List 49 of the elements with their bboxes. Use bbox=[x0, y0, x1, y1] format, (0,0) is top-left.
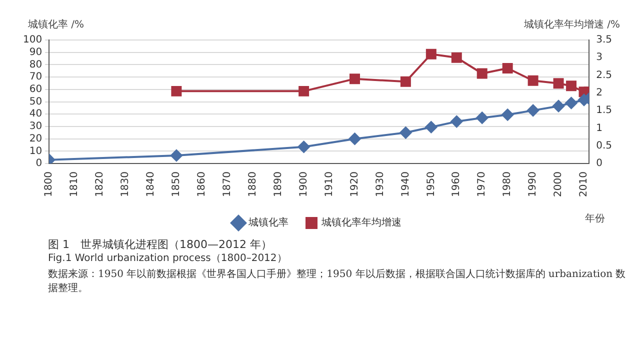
x-tick-label: 1850 bbox=[171, 172, 182, 198]
x-tick-label: 1950 bbox=[426, 172, 437, 198]
x-tick-label: 1930 bbox=[374, 172, 386, 198]
x-tick-label: 1820 bbox=[94, 172, 106, 198]
x-tick-label: 1980 bbox=[502, 172, 514, 198]
legend-label: 城镇化率年均增速 bbox=[320, 216, 402, 229]
legend-label: 城镇化率 bbox=[248, 216, 288, 229]
y-tick-label: 80 bbox=[29, 59, 42, 70]
x-tick-label: 1840 bbox=[146, 172, 157, 198]
x-axis-title: 年份 bbox=[585, 212, 605, 225]
x-tick-label: 1810 bbox=[69, 172, 80, 198]
y-tick-label: 100 bbox=[22, 34, 42, 46]
x-tick-label: 1830 bbox=[120, 172, 132, 198]
y-tick-label: 50 bbox=[29, 96, 42, 108]
x-tick-label: 1800 bbox=[44, 172, 55, 198]
y2-tick-label: 1.5 bbox=[596, 105, 612, 116]
y-tick-label: 40 bbox=[29, 108, 42, 120]
y2-tick-label: 1 bbox=[596, 122, 602, 134]
y2-tick-label: 0.5 bbox=[596, 140, 612, 152]
x-tick-label: 2000 bbox=[553, 172, 564, 198]
x-tick-label: 1860 bbox=[196, 172, 208, 198]
text: 图 1 世界城镇化进程图（1800—2012 年） bbox=[48, 238, 273, 252]
x-tick-label: 1920 bbox=[349, 172, 360, 198]
x-tick-label: 1960 bbox=[451, 172, 462, 198]
y2-axis-title: 城镇化率年均增速 /% bbox=[522, 18, 620, 31]
source-note: 数据来源：1950 年以前数据根据《世界各国人口手册》整理；1950 年以后数据，根据联合国人口统计数据库的 urbanization 数据整理。 bbox=[48, 268, 627, 296]
x-tick-label: 1870 bbox=[222, 172, 233, 198]
y-tick-label: 90 bbox=[29, 46, 42, 58]
x-tick-label: 1880 bbox=[247, 172, 258, 198]
x-tick-label: 1910 bbox=[324, 172, 335, 198]
y-axis-title: 城镇化率 /% bbox=[27, 18, 84, 31]
y2-tick-label: 2 bbox=[596, 88, 602, 99]
y2-tick-label: 3 bbox=[596, 52, 602, 64]
text: Fig.1 World urbanization process（1800–2012） bbox=[48, 252, 288, 266]
y-tick-label: 10 bbox=[29, 146, 42, 157]
x-tick-label: 1990 bbox=[528, 172, 539, 198]
y-tick-label: 20 bbox=[29, 133, 42, 144]
y-tick-label: 0 bbox=[36, 158, 42, 170]
x-tick-label: 1900 bbox=[298, 172, 310, 198]
y2-tick-label: 0 bbox=[596, 158, 602, 170]
y2-tick-label: 3.5 bbox=[596, 34, 612, 46]
y-tick-label: 30 bbox=[29, 121, 42, 132]
x-tick-label: 1940 bbox=[400, 172, 412, 198]
y-tick-label: 60 bbox=[29, 84, 42, 96]
x-tick-label: 1890 bbox=[272, 172, 284, 198]
x-tick-label: 2010 bbox=[578, 172, 590, 198]
y-tick-label: 70 bbox=[29, 72, 42, 83]
y2-tick-label: 2.5 bbox=[596, 70, 612, 81]
x-tick-label: 1970 bbox=[476, 172, 488, 198]
